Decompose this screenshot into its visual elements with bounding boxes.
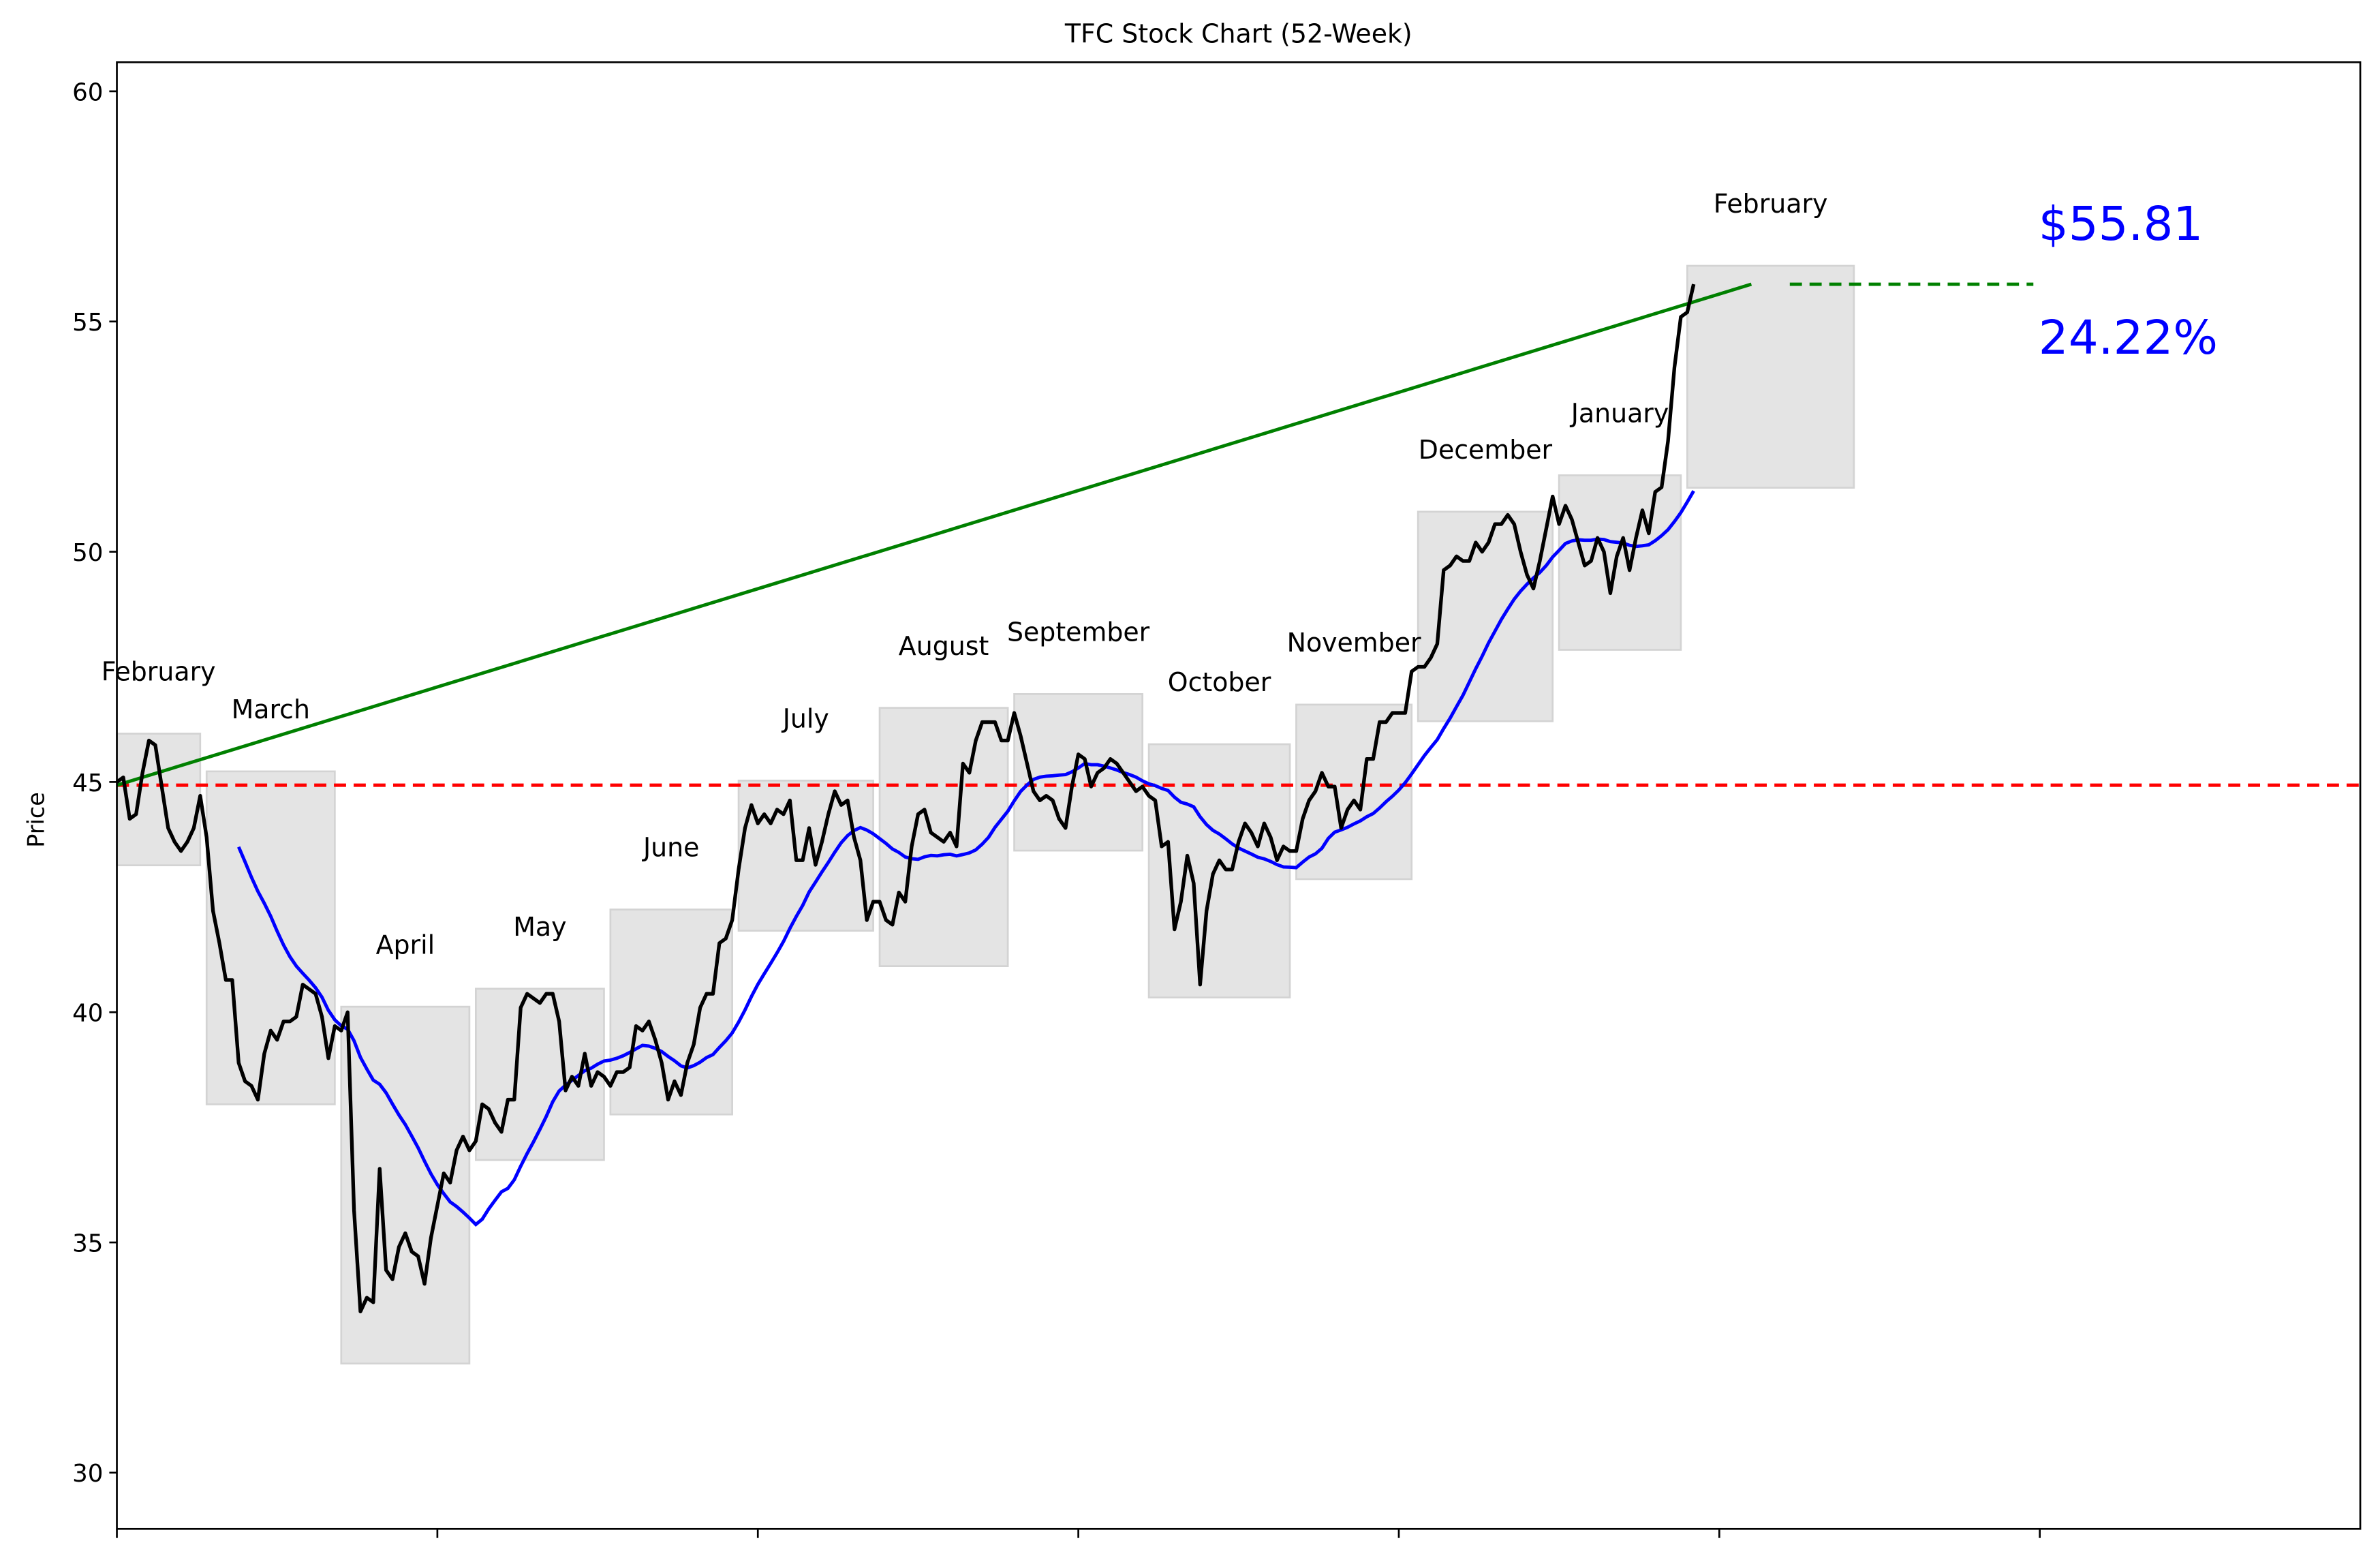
- month-label: November: [1287, 628, 1421, 658]
- month-box: [474, 988, 605, 1161]
- month-box: [1558, 474, 1682, 651]
- price-line: [115, 284, 1696, 1314]
- month-label: January: [1570, 399, 1669, 429]
- chart-title: TFC Stock Chart (52-Week): [1064, 18, 1412, 48]
- month-label: July: [782, 704, 829, 734]
- month-box: [737, 780, 874, 932]
- y-tick-label: 55: [72, 309, 103, 337]
- y-axis: 30 35 40 45 50 55 60: [72, 78, 117, 1488]
- y-tick-label: 60: [72, 78, 103, 106]
- month-label: May: [513, 912, 566, 942]
- y-tick-label: 45: [72, 769, 103, 797]
- month-box: [878, 707, 1009, 967]
- month-label: March: [232, 694, 310, 724]
- trend-line: [116, 282, 1752, 787]
- month-box: [116, 733, 202, 867]
- month-box: [205, 770, 336, 1105]
- month-label: April: [376, 930, 435, 960]
- month-labels: February March April May June July August Septe…: [102, 189, 1828, 960]
- y-tick-label: 40: [72, 1000, 103, 1028]
- month-label: February: [1714, 189, 1828, 219]
- y-tick-label: 35: [72, 1229, 103, 1257]
- month-label: February: [102, 657, 216, 687]
- change-annotation: 24.22%: [2039, 311, 2218, 365]
- y-tick-label: 30: [72, 1460, 103, 1488]
- month-boxes: [116, 264, 1855, 1365]
- month-box: [609, 908, 733, 1116]
- month-box: [1686, 264, 1855, 489]
- month-label: June: [642, 833, 699, 863]
- moving-average-line: [237, 490, 1695, 1227]
- month-label: December: [1419, 435, 1553, 465]
- x-axis: [116, 1529, 2041, 1538]
- plot-frame: [116, 61, 2362, 1530]
- month-label: August: [899, 631, 989, 661]
- y-axis-label: Price: [23, 792, 50, 848]
- month-label: September: [1007, 617, 1150, 647]
- month-label: October: [1168, 667, 1271, 697]
- current-price-annotation: $55.81: [2039, 197, 2204, 251]
- y-tick-label: 50: [72, 539, 103, 567]
